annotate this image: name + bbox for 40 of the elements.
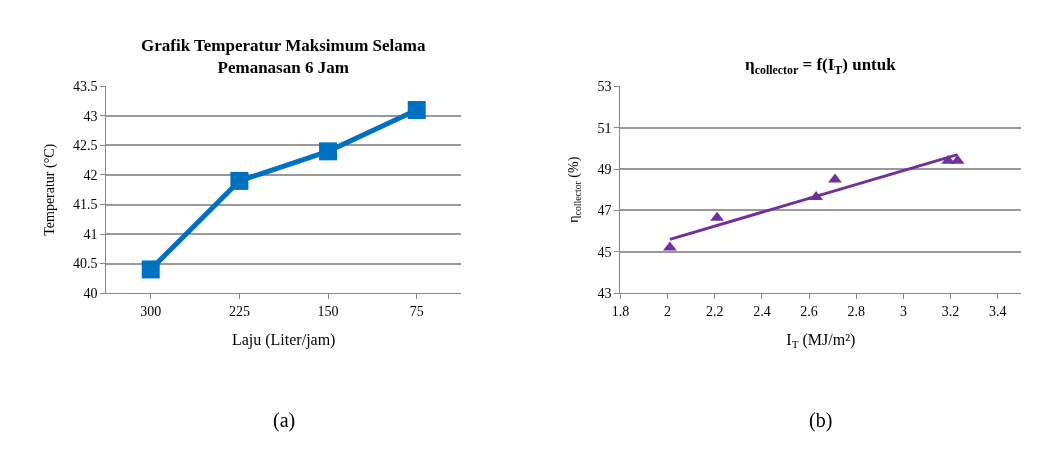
text: (b)	[809, 409, 833, 432]
x-tick-label: 75	[409, 303, 424, 319]
chart-title: Grafik Temperatur Maksimum Selama Pemanasan 6 Jam	[141, 36, 426, 78]
x-axis-title: I$_{T}$ (MJ/m²)	[786, 330, 856, 350]
x-tick-label: 300	[140, 303, 162, 319]
x-tick-label: 3.4	[988, 303, 1007, 319]
y-tick-label: 43.5	[73, 79, 98, 95]
x-tick-label: 1.8	[611, 303, 630, 319]
point	[407, 101, 426, 120]
x-tick-label: 2	[664, 303, 672, 319]
y-tick-label: 53	[597, 79, 612, 95]
y-tick-label: 43	[597, 285, 612, 301]
y-tick-label: 41.5	[73, 197, 98, 213]
x-tick-label: 3	[899, 303, 907, 319]
y-tick-label: 49	[597, 161, 612, 177]
point	[710, 211, 724, 221]
y-tick-label: 40	[83, 285, 98, 301]
chart-title: η$_{collector}$ = f(I$_{T}$) untuk	[745, 55, 897, 77]
y-tick-label: 40.5	[73, 256, 98, 272]
x-axis-title: Laju (Liter/jam)	[231, 330, 336, 349]
x-tick-label: 2.8	[847, 303, 865, 319]
y-tick-label: 43	[83, 108, 98, 124]
y-tick-label: 42	[83, 167, 98, 183]
x-tick-label: 3.2	[941, 303, 960, 319]
text: (a)	[273, 409, 296, 432]
y-tick-label: 47	[597, 203, 612, 219]
point	[230, 171, 249, 190]
x-tick-label: 2.4	[753, 303, 771, 319]
y-tick-label: 41	[83, 226, 98, 242]
x-tick-label: 2.6	[800, 303, 818, 319]
x-tick-label: 150	[317, 303, 339, 319]
point	[319, 142, 338, 161]
y-tick-label: 42.5	[73, 138, 98, 154]
y-tick-label: 51	[597, 120, 612, 136]
x-tick-label: 2.2	[705, 303, 724, 319]
point	[828, 173, 842, 183]
x-tick-label: 225	[228, 303, 250, 319]
y-tick-label: 45	[597, 244, 612, 260]
y-axis-title: Temperatur (°C)	[41, 143, 58, 236]
point	[141, 260, 160, 279]
